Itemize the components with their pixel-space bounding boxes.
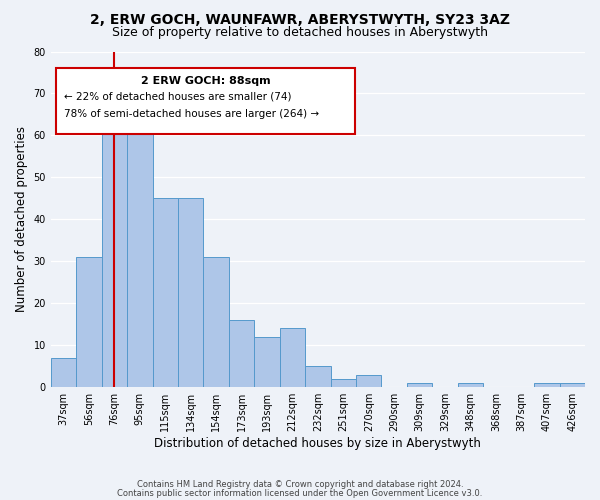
Text: 78% of semi-detached houses are larger (264) →: 78% of semi-detached houses are larger (… bbox=[64, 108, 319, 118]
Bar bbox=[76, 257, 101, 387]
Text: Contains HM Land Registry data © Crown copyright and database right 2024.: Contains HM Land Registry data © Crown c… bbox=[137, 480, 463, 489]
Bar bbox=[178, 198, 203, 387]
Y-axis label: Number of detached properties: Number of detached properties bbox=[15, 126, 28, 312]
Bar bbox=[152, 198, 178, 387]
Bar bbox=[101, 127, 127, 387]
Bar bbox=[127, 114, 152, 387]
Bar bbox=[560, 383, 585, 387]
Text: ← 22% of detached houses are smaller (74): ← 22% of detached houses are smaller (74… bbox=[64, 91, 292, 101]
Bar bbox=[407, 383, 433, 387]
Bar bbox=[331, 379, 356, 387]
Bar bbox=[305, 366, 331, 387]
Bar bbox=[458, 383, 483, 387]
Bar bbox=[356, 374, 382, 387]
Bar bbox=[203, 257, 229, 387]
Bar bbox=[280, 328, 305, 387]
Bar bbox=[534, 383, 560, 387]
Text: 2 ERW GOCH: 88sqm: 2 ERW GOCH: 88sqm bbox=[141, 76, 271, 86]
FancyBboxPatch shape bbox=[56, 68, 355, 134]
Text: Size of property relative to detached houses in Aberystwyth: Size of property relative to detached ho… bbox=[112, 26, 488, 39]
Bar bbox=[229, 320, 254, 387]
X-axis label: Distribution of detached houses by size in Aberystwyth: Distribution of detached houses by size … bbox=[154, 437, 481, 450]
Text: 2, ERW GOCH, WAUNFAWR, ABERYSTWYTH, SY23 3AZ: 2, ERW GOCH, WAUNFAWR, ABERYSTWYTH, SY23… bbox=[90, 12, 510, 26]
Bar bbox=[254, 337, 280, 387]
Text: Contains public sector information licensed under the Open Government Licence v3: Contains public sector information licen… bbox=[118, 488, 482, 498]
Bar bbox=[51, 358, 76, 387]
